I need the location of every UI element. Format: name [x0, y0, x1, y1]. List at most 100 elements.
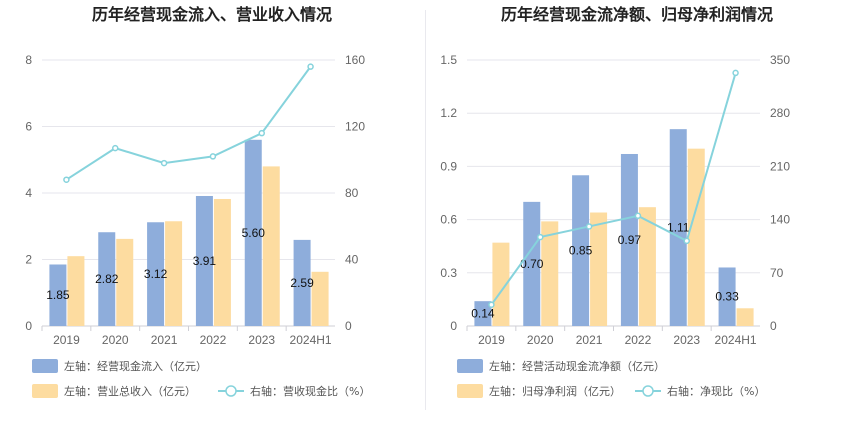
- x-tick-label: 2019: [53, 333, 80, 347]
- line-point: [209, 153, 217, 160]
- bar-primary: [620, 153, 638, 326]
- y-right-tick-label: 80: [345, 186, 359, 200]
- bar-primary: [523, 201, 541, 326]
- y-left-tick-label: 0.9: [440, 159, 457, 173]
- x-tick-label: 2021: [151, 333, 178, 347]
- line-point: [63, 176, 70, 183]
- y-right-tick-label: 0: [345, 319, 352, 333]
- y-right-tick-label: 350: [770, 53, 790, 67]
- legend-swatch-secondary: [32, 384, 58, 398]
- bar-secondary: [165, 221, 183, 326]
- x-tick-label: 2023: [673, 333, 700, 347]
- bar-primary: [195, 195, 213, 326]
- bar-primary: [98, 232, 116, 326]
- legend-label: 左轴：经营现金流入（亿元）: [64, 359, 207, 373]
- legend-swatch-primary: [32, 359, 58, 373]
- bar-secondary: [638, 207, 656, 326]
- bar-data-label: 3.12: [144, 267, 168, 281]
- x-tick-label: 2024H1: [715, 333, 757, 347]
- y-left-tick-label: 0.6: [440, 213, 457, 227]
- bar-primary: [293, 239, 311, 326]
- bar-secondary: [590, 212, 608, 326]
- panel-divider: [425, 10, 426, 410]
- bar-data-label: 2.82: [95, 272, 119, 286]
- bar-data-label: 0.70: [520, 257, 544, 271]
- line-point: [634, 212, 642, 220]
- y-left-tick-label: 2: [25, 253, 32, 267]
- y-right-tick-label: 70: [770, 266, 784, 280]
- x-tick-label: 2020: [102, 333, 129, 347]
- bar-primary: [669, 129, 687, 326]
- chart-net-cash-profit: 历年经营现金流净额、归母净利润情况 0 0.3 0.6 0.9 1.2 1.5 0 70 140 2…: [440, 5, 790, 398]
- x-tick-label: 2023: [248, 333, 275, 347]
- x-tick-label: 2020: [527, 333, 554, 347]
- x-tick-label: 2021: [576, 333, 603, 347]
- legend-swatch-primary: [457, 359, 483, 373]
- bar-data-label: 2.59: [290, 276, 314, 290]
- x-tick-label: 2022: [625, 333, 652, 347]
- legend-label: 左轴：经营活动现金流净额（亿元）: [489, 359, 665, 373]
- bar-secondary: [736, 308, 754, 326]
- bar-data-label: 1.11: [667, 221, 690, 235]
- legend-swatch-marker: [642, 385, 654, 397]
- line-series-path: [65, 66, 312, 181]
- chart-cash-inflow-revenue: 历年经营现金流入、营业收入情况024680408012016020191.852…: [25, 5, 370, 398]
- bar-secondary: [213, 198, 231, 326]
- bar-data-label: 0.97: [618, 233, 642, 247]
- legend-label: 左轴：营业总收入（亿元）: [64, 384, 196, 398]
- line-point: [258, 129, 265, 137]
- bar-data-label: 1.85: [46, 288, 70, 302]
- line-point: [683, 237, 690, 245]
- bar-secondary: [492, 242, 510, 326]
- bar-data-label: 0.33: [715, 290, 739, 304]
- y-right-tick-label: 120: [345, 120, 365, 134]
- line-point: [585, 223, 593, 230]
- y-right-tick-label: 0: [770, 319, 777, 333]
- bar-secondary: [687, 148, 705, 326]
- y-left-tick-label: 1.2: [440, 106, 457, 120]
- bar-secondary: [116, 238, 134, 326]
- y-left-tick-label: 0: [450, 319, 457, 333]
- bar-primary: [147, 222, 165, 326]
- y-left-tick-label: 4: [25, 186, 32, 200]
- y-left-tick-label: 1.5: [440, 53, 457, 67]
- bar-secondary: [541, 221, 559, 326]
- y-right-tick-label: 40: [345, 253, 359, 267]
- bar-data-label: 0.14: [471, 307, 495, 321]
- y-left-tick-label: 6: [25, 120, 32, 134]
- bar-primary: [244, 139, 262, 326]
- y-left-tick-label: 0: [25, 319, 32, 333]
- y-right-tick-label: 160: [345, 53, 365, 67]
- y-left-tick-label: 0.3: [440, 266, 457, 280]
- line-point: [160, 159, 168, 167]
- legend-swatch-secondary: [457, 384, 483, 398]
- bar-secondary: [311, 271, 329, 326]
- x-tick-label: 2024H1: [290, 333, 332, 347]
- bar-primary: [49, 264, 67, 326]
- bar-primary: [718, 267, 736, 326]
- bar-primary: [572, 175, 590, 326]
- bar-data-label: 3.91: [193, 254, 217, 268]
- y-right-tick-label: 280: [770, 106, 790, 120]
- bar-secondary: [67, 256, 85, 326]
- line-point: [537, 233, 544, 241]
- x-tick-label: 2022: [200, 333, 227, 347]
- line-point: [732, 69, 739, 77]
- chart-title: 历年经营现金流入、营业收入情况: [92, 5, 332, 24]
- legend-label: 左轴：归母净利润（亿元）: [489, 384, 621, 398]
- bar-data-label: 5.60: [242, 226, 266, 240]
- legend-swatch-marker: [225, 385, 237, 397]
- y-left-tick-label: 8: [25, 53, 32, 67]
- bar-data-label: 0.85: [569, 244, 593, 258]
- y-right-tick-label: 140: [770, 213, 790, 227]
- legend-label: 右轴：营收现金比（%）: [250, 384, 370, 398]
- line-point: [112, 144, 119, 152]
- y-right-tick-label: 210: [770, 159, 790, 173]
- x-tick-label: 2019: [478, 333, 505, 347]
- line-series-path: [490, 72, 737, 306]
- chart-title: 历年经营现金流净额、归母净利润情况: [501, 5, 773, 24]
- legend-label: 右轴：净现比（%）: [667, 384, 765, 398]
- bar-secondary: [262, 166, 280, 326]
- line-point: [488, 301, 495, 308]
